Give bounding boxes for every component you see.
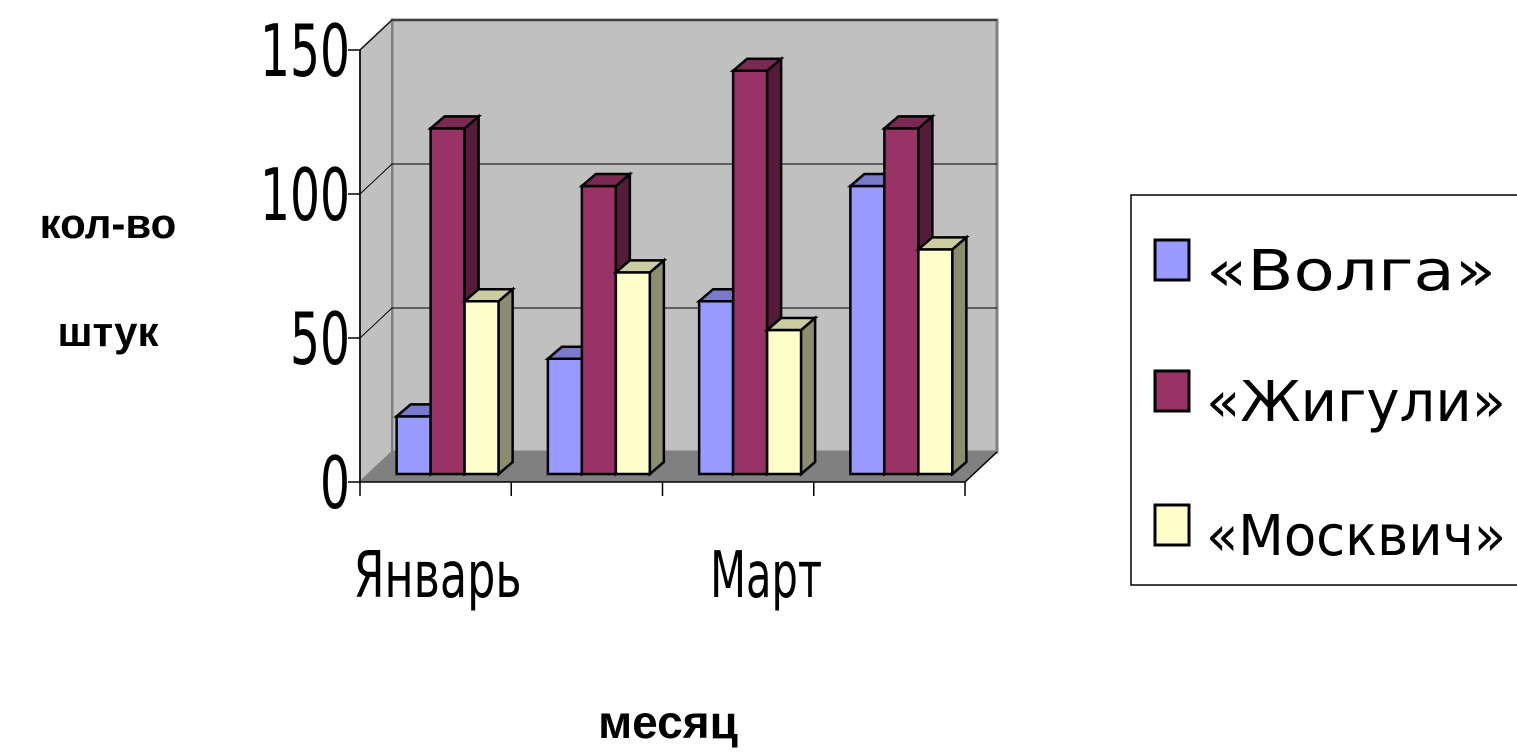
bar-top — [880, 115, 936, 130]
bar-front — [546, 357, 584, 476]
y-tick-label: 0 — [320, 441, 350, 525]
y-tick-label: 150 — [260, 9, 350, 93]
x-tick-label: Март — [710, 539, 822, 613]
bar-side — [951, 234, 968, 477]
chart-gridlines — [359, 19, 997, 339]
bar — [461, 286, 517, 477]
bar-top — [729, 57, 785, 73]
bar-top — [763, 316, 819, 332]
bar-top — [578, 172, 634, 188]
x-axis-label: месяц — [598, 696, 738, 748]
y-axis-label-line1: кол-во — [40, 200, 177, 247]
bar-side — [799, 315, 817, 477]
bar-top — [612, 259, 668, 274]
y-tick-label: 50 — [290, 297, 350, 381]
gridline — [359, 19, 997, 51]
bar-front — [395, 415, 432, 476]
bar — [914, 234, 970, 477]
gridline — [359, 163, 997, 195]
bar-front — [765, 328, 803, 476]
bar-front — [883, 127, 920, 476]
legend-swatch-zhiguli — [1153, 369, 1191, 413]
bar-front — [697, 299, 735, 476]
bar-side — [497, 286, 514, 477]
bar — [763, 315, 819, 477]
x-tick-label: Январь — [354, 539, 522, 613]
bar-front — [849, 184, 886, 476]
legend-box — [1130, 194, 1517, 586]
side-wall — [359, 17, 393, 485]
gridline — [359, 307, 997, 339]
legend-swatch-volga — [1153, 238, 1191, 282]
legend-label-moskvich: «Москвич» — [1206, 504, 1506, 569]
legend-label-zhiguli: «Жигули» — [1206, 370, 1506, 435]
bar-side — [648, 257, 666, 477]
bar-front — [463, 299, 500, 476]
bar-front — [614, 271, 652, 476]
chart-bars — [393, 56, 970, 477]
bar-top — [914, 236, 970, 251]
chart-tick-labels: 0 50 100 150 Январь Март — [260, 9, 822, 613]
y-tick-label: 100 — [260, 153, 350, 237]
bar-front — [731, 69, 769, 476]
legend: «Волга» «Жигули» «Москвич» — [1130, 194, 1517, 586]
legend-label-volga: «Волга» — [1206, 239, 1496, 304]
y-axis-label-line2: штук — [57, 308, 159, 355]
legend-swatch-moskvich — [1153, 503, 1191, 547]
bar-front — [917, 248, 954, 476]
bar-top — [427, 115, 483, 130]
bar-front — [429, 127, 466, 476]
bar-front — [580, 184, 618, 476]
bar — [612, 257, 668, 477]
floor-edge — [964, 451, 998, 483]
bar-top — [461, 287, 517, 303]
chart-axes — [348, 49, 998, 496]
